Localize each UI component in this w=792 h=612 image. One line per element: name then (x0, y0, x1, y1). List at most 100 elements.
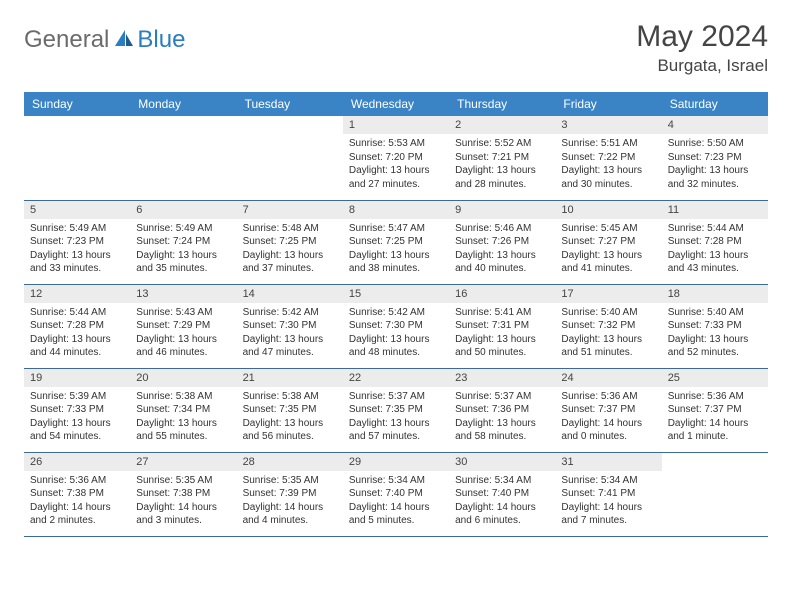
sunset-text: Sunset: 7:21 PM (455, 151, 549, 165)
day-number: 9 (449, 201, 555, 219)
sunset-text: Sunset: 7:38 PM (136, 487, 230, 501)
sunrise-text: Sunrise: 5:49 AM (136, 222, 230, 236)
sunset-text: Sunset: 7:22 PM (561, 151, 655, 165)
calendar-cell: 19Sunrise: 5:39 AMSunset: 7:33 PMDayligh… (24, 368, 130, 452)
sunset-text: Sunset: 7:28 PM (668, 235, 762, 249)
calendar-cell: 5Sunrise: 5:49 AMSunset: 7:23 PMDaylight… (24, 200, 130, 284)
day-content: Sunrise: 5:34 AMSunset: 7:40 PMDaylight:… (449, 471, 555, 534)
day-number: 3 (555, 116, 661, 134)
sunrise-text: Sunrise: 5:37 AM (349, 390, 443, 404)
day-content: Sunrise: 5:34 AMSunset: 7:41 PMDaylight:… (555, 471, 661, 534)
calendar-cell: 31Sunrise: 5:34 AMSunset: 7:41 PMDayligh… (555, 452, 661, 536)
day-number: 5 (24, 201, 130, 219)
day-header-wednesday: Wednesday (343, 92, 449, 116)
calendar-cell: 11Sunrise: 5:44 AMSunset: 7:28 PMDayligh… (662, 200, 768, 284)
brand-text-blue: Blue (137, 26, 185, 54)
daylight-text: Daylight: 13 hours and 51 minutes. (561, 333, 655, 360)
day-content: Sunrise: 5:38 AMSunset: 7:34 PMDaylight:… (130, 387, 236, 450)
sunset-text: Sunset: 7:39 PM (243, 487, 337, 501)
daylight-text: Daylight: 13 hours and 35 minutes. (136, 249, 230, 276)
day-header-saturday: Saturday (662, 92, 768, 116)
sunset-text: Sunset: 7:20 PM (349, 151, 443, 165)
sunset-text: Sunset: 7:23 PM (30, 235, 124, 249)
day-content: Sunrise: 5:35 AMSunset: 7:39 PMDaylight:… (237, 471, 343, 534)
calendar-cell-empty (237, 116, 343, 200)
sunrise-text: Sunrise: 5:39 AM (30, 390, 124, 404)
sunset-text: Sunset: 7:32 PM (561, 319, 655, 333)
calendar-cell-empty (24, 116, 130, 200)
day-content: Sunrise: 5:40 AMSunset: 7:33 PMDaylight:… (662, 303, 768, 366)
daylight-text: Daylight: 13 hours and 32 minutes. (668, 164, 762, 191)
calendar-cell: 4Sunrise: 5:50 AMSunset: 7:23 PMDaylight… (662, 116, 768, 200)
sunset-text: Sunset: 7:30 PM (349, 319, 443, 333)
sunrise-text: Sunrise: 5:45 AM (561, 222, 655, 236)
calendar-cell: 9Sunrise: 5:46 AMSunset: 7:26 PMDaylight… (449, 200, 555, 284)
daylight-text: Daylight: 13 hours and 48 minutes. (349, 333, 443, 360)
day-number: 26 (24, 453, 130, 471)
calendar-cell: 26Sunrise: 5:36 AMSunset: 7:38 PMDayligh… (24, 452, 130, 536)
sunset-text: Sunset: 7:33 PM (30, 403, 124, 417)
daylight-text: Daylight: 14 hours and 4 minutes. (243, 501, 337, 528)
day-number: 29 (343, 453, 449, 471)
daylight-text: Daylight: 14 hours and 2 minutes. (30, 501, 124, 528)
day-number: 28 (237, 453, 343, 471)
day-content: Sunrise: 5:37 AMSunset: 7:36 PMDaylight:… (449, 387, 555, 450)
calendar-cell-empty (662, 452, 768, 536)
calendar-cell: 21Sunrise: 5:38 AMSunset: 7:35 PMDayligh… (237, 368, 343, 452)
sunset-text: Sunset: 7:30 PM (243, 319, 337, 333)
daylight-text: Daylight: 13 hours and 52 minutes. (668, 333, 762, 360)
sunrise-text: Sunrise: 5:36 AM (561, 390, 655, 404)
day-content: Sunrise: 5:36 AMSunset: 7:37 PMDaylight:… (555, 387, 661, 450)
brand-logo: General Blue (24, 26, 185, 54)
day-content: Sunrise: 5:37 AMSunset: 7:35 PMDaylight:… (343, 387, 449, 450)
sunset-text: Sunset: 7:36 PM (455, 403, 549, 417)
sunset-text: Sunset: 7:25 PM (349, 235, 443, 249)
calendar-cell: 1Sunrise: 5:53 AMSunset: 7:20 PMDaylight… (343, 116, 449, 200)
day-content: Sunrise: 5:44 AMSunset: 7:28 PMDaylight:… (662, 219, 768, 282)
day-number: 11 (662, 201, 768, 219)
day-content: Sunrise: 5:53 AMSunset: 7:20 PMDaylight:… (343, 134, 449, 197)
calendar-cell: 27Sunrise: 5:35 AMSunset: 7:38 PMDayligh… (130, 452, 236, 536)
day-number: 24 (555, 369, 661, 387)
day-number: 21 (237, 369, 343, 387)
day-number: 17 (555, 285, 661, 303)
day-content: Sunrise: 5:45 AMSunset: 7:27 PMDaylight:… (555, 219, 661, 282)
calendar-cell: 28Sunrise: 5:35 AMSunset: 7:39 PMDayligh… (237, 452, 343, 536)
daylight-text: Daylight: 13 hours and 38 minutes. (349, 249, 443, 276)
calendar-cell: 14Sunrise: 5:42 AMSunset: 7:30 PMDayligh… (237, 284, 343, 368)
sunset-text: Sunset: 7:28 PM (30, 319, 124, 333)
location-text: Burgata, Israel (636, 56, 768, 76)
calendar-cell: 23Sunrise: 5:37 AMSunset: 7:36 PMDayligh… (449, 368, 555, 452)
sunset-text: Sunset: 7:37 PM (668, 403, 762, 417)
calendar-row: 1Sunrise: 5:53 AMSunset: 7:20 PMDaylight… (24, 116, 768, 200)
daylight-text: Daylight: 13 hours and 27 minutes. (349, 164, 443, 191)
day-content: Sunrise: 5:49 AMSunset: 7:24 PMDaylight:… (130, 219, 236, 282)
day-number: 22 (343, 369, 449, 387)
day-number: 13 (130, 285, 236, 303)
day-header-friday: Friday (555, 92, 661, 116)
day-number: 19 (24, 369, 130, 387)
daylight-text: Daylight: 13 hours and 40 minutes. (455, 249, 549, 276)
sunrise-text: Sunrise: 5:44 AM (30, 306, 124, 320)
calendar-row: 12Sunrise: 5:44 AMSunset: 7:28 PMDayligh… (24, 284, 768, 368)
sunset-text: Sunset: 7:35 PM (243, 403, 337, 417)
sunrise-text: Sunrise: 5:51 AM (561, 137, 655, 151)
sunrise-text: Sunrise: 5:36 AM (30, 474, 124, 488)
calendar-cell: 12Sunrise: 5:44 AMSunset: 7:28 PMDayligh… (24, 284, 130, 368)
daylight-text: Daylight: 13 hours and 56 minutes. (243, 417, 337, 444)
calendar-cell: 22Sunrise: 5:37 AMSunset: 7:35 PMDayligh… (343, 368, 449, 452)
sunset-text: Sunset: 7:26 PM (455, 235, 549, 249)
day-number: 25 (662, 369, 768, 387)
sunset-text: Sunset: 7:35 PM (349, 403, 443, 417)
calendar-table: SundayMondayTuesdayWednesdayThursdayFrid… (24, 92, 768, 537)
calendar-cell: 7Sunrise: 5:48 AMSunset: 7:25 PMDaylight… (237, 200, 343, 284)
daylight-text: Daylight: 13 hours and 41 minutes. (561, 249, 655, 276)
day-content: Sunrise: 5:49 AMSunset: 7:23 PMDaylight:… (24, 219, 130, 282)
day-content: Sunrise: 5:36 AMSunset: 7:38 PMDaylight:… (24, 471, 130, 534)
day-number: 15 (343, 285, 449, 303)
sunset-text: Sunset: 7:38 PM (30, 487, 124, 501)
daylight-text: Daylight: 13 hours and 47 minutes. (243, 333, 337, 360)
day-number: 7 (237, 201, 343, 219)
calendar-cell: 8Sunrise: 5:47 AMSunset: 7:25 PMDaylight… (343, 200, 449, 284)
sunrise-text: Sunrise: 5:52 AM (455, 137, 549, 151)
